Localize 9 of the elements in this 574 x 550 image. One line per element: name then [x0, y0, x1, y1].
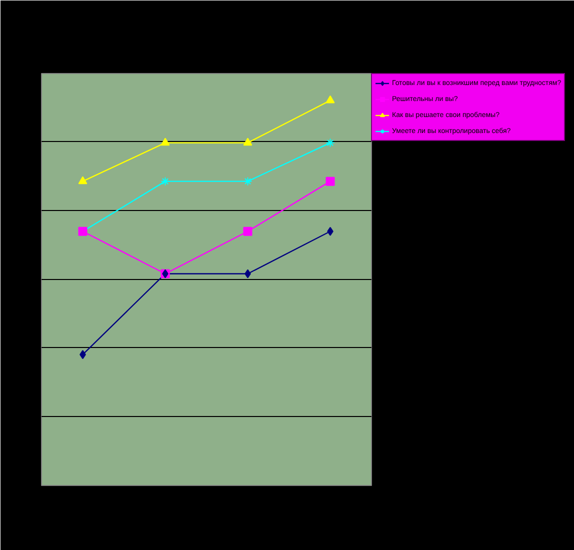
point: [243, 226, 252, 236]
point: [160, 138, 170, 146]
point: [160, 176, 170, 186]
point: [243, 176, 252, 186]
point: [326, 176, 335, 186]
point: [326, 138, 335, 148]
point: [78, 176, 88, 184]
point: [243, 138, 252, 146]
point: [326, 95, 335, 104]
